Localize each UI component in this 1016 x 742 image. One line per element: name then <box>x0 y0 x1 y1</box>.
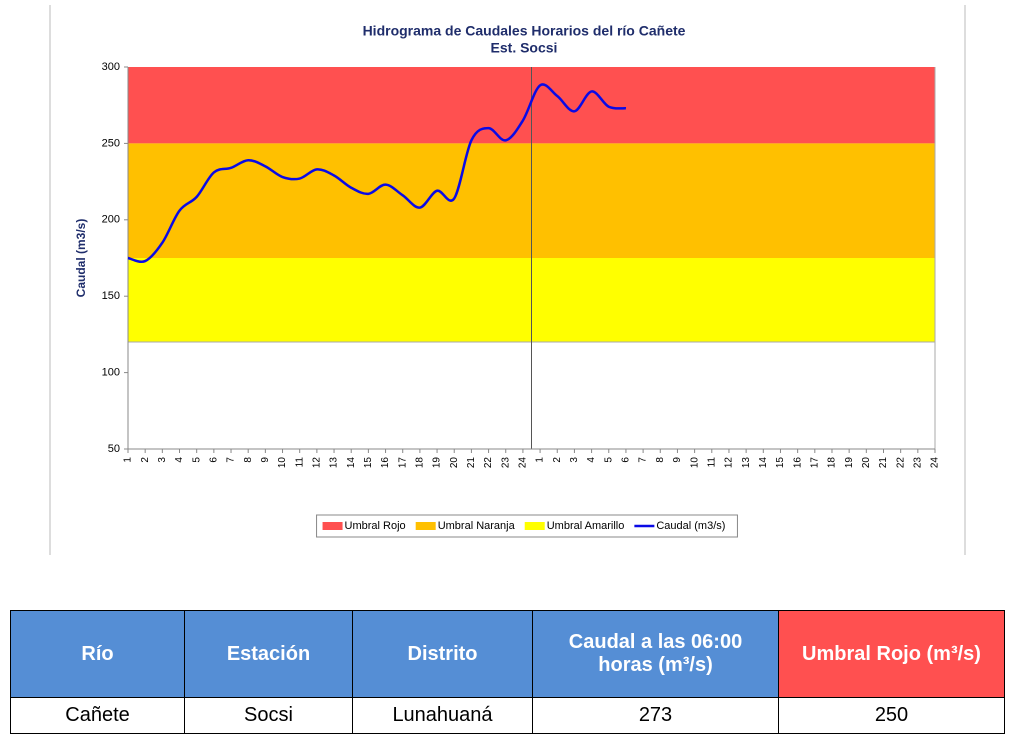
data-table: Río Estación Distrito Caudal a las 06:00… <box>10 610 1005 734</box>
legend-swatch <box>415 522 436 530</box>
legend-label: Umbral Naranja <box>438 520 516 532</box>
x-tick-label: 24 <box>930 457 941 469</box>
cell: Lunahuaná <box>352 697 533 734</box>
x-tick-label: 12 <box>724 457 735 469</box>
x-tick-label: 3 <box>157 457 168 463</box>
header-cell: Caudal a las 06:00 horas (m³/s) <box>532 610 779 698</box>
x-tick-label: 11 <box>706 457 717 468</box>
x-tick-label: 15 <box>363 457 374 469</box>
x-tick-label: 23 <box>500 457 511 469</box>
y-tick-label: 250 <box>102 137 120 149</box>
x-tick-label: 10 <box>277 457 288 469</box>
header-cell: Distrito <box>352 610 533 698</box>
cell: 273 <box>532 697 779 734</box>
y-tick-label: 200 <box>102 214 120 226</box>
x-tick-label: 1 <box>123 457 134 463</box>
x-tick-label: 2 <box>140 457 151 463</box>
x-tick-label: 9 <box>260 457 271 463</box>
x-tick-label: 3 <box>569 457 580 463</box>
chart: Hidrograma de Caudales Horarios del río … <box>49 5 966 555</box>
header-cell: Río <box>10 610 185 698</box>
x-tick-label: 6 <box>208 457 219 463</box>
x-tick-label: 18 <box>415 457 426 469</box>
data-row: Cañete Socsi Lunahuaná 273 250 <box>10 697 1005 734</box>
x-tick-label: 6 <box>621 457 632 463</box>
x-tick-label: 1 <box>535 457 546 463</box>
x-tick-label: 22 <box>483 457 494 469</box>
x-tick-label: 7 <box>226 457 237 463</box>
y-tick-label: 50 <box>108 443 120 455</box>
x-tick-label: 13 <box>741 457 752 469</box>
x-tick-label: 16 <box>380 457 391 469</box>
header-cell: Umbral Rojo (m³/s) <box>778 610 1005 698</box>
x-tick-label: 16 <box>792 457 803 469</box>
x-tick-label: 5 <box>191 457 202 463</box>
y-axis-label: Caudal (m3/s) <box>74 219 88 298</box>
cell: 250 <box>778 697 1005 734</box>
x-tick-label: 8 <box>655 457 666 463</box>
x-tick-label: 21 <box>878 457 889 469</box>
x-tick-label: 4 <box>586 457 597 463</box>
x-tick-label: 17 <box>809 457 820 469</box>
x-tick-label: 5 <box>603 457 614 463</box>
x-tick-label: 18 <box>827 457 838 469</box>
x-tick-label: 10 <box>689 457 700 469</box>
legend-label: Umbral Rojo <box>345 520 406 532</box>
chart-title: Hidrograma de Caudales Horarios del río … <box>363 23 686 39</box>
cell: Socsi <box>184 697 353 734</box>
x-tick-label: 23 <box>912 457 923 469</box>
x-tick-label: 14 <box>758 457 769 469</box>
series-line <box>127 83 627 263</box>
x-tick-label: 19 <box>844 457 855 469</box>
x-tick-label: 19 <box>432 457 443 469</box>
legend-swatch <box>322 522 343 530</box>
chart-subtitle: Est. Socsi <box>491 40 558 56</box>
y-tick-label: 150 <box>102 290 120 302</box>
y-tick-label: 300 <box>102 61 120 73</box>
header-cell: Estación <box>184 610 353 698</box>
x-tick-label: 12 <box>312 457 323 469</box>
x-tick-label: 4 <box>174 457 185 463</box>
x-tick-label: 20 <box>861 457 872 469</box>
x-tick-label: 11 <box>294 457 305 468</box>
x-tick-label: 21 <box>466 457 477 469</box>
x-tick-label: 9 <box>672 457 683 463</box>
x-tick-label: 8 <box>243 457 254 463</box>
x-tick-label: 24 <box>518 457 529 469</box>
x-tick-label: 2 <box>552 457 563 463</box>
header-row: Río Estación Distrito Caudal a las 06:00… <box>10 610 1005 698</box>
legend-label: Umbral Amarillo <box>547 520 625 532</box>
x-tick-label: 22 <box>895 457 906 469</box>
x-tick-label: 15 <box>775 457 786 469</box>
legend-label: Caudal (m3/s) <box>656 520 725 532</box>
legend-swatch <box>524 522 545 530</box>
x-tick-label: 7 <box>638 457 649 463</box>
y-tick-label: 100 <box>102 367 120 379</box>
x-tick-label: 14 <box>346 457 357 469</box>
x-tick-label: 13 <box>329 457 340 469</box>
x-tick-label: 17 <box>397 457 408 469</box>
cell: Cañete <box>10 697 185 734</box>
x-tick-label: 20 <box>449 457 460 469</box>
